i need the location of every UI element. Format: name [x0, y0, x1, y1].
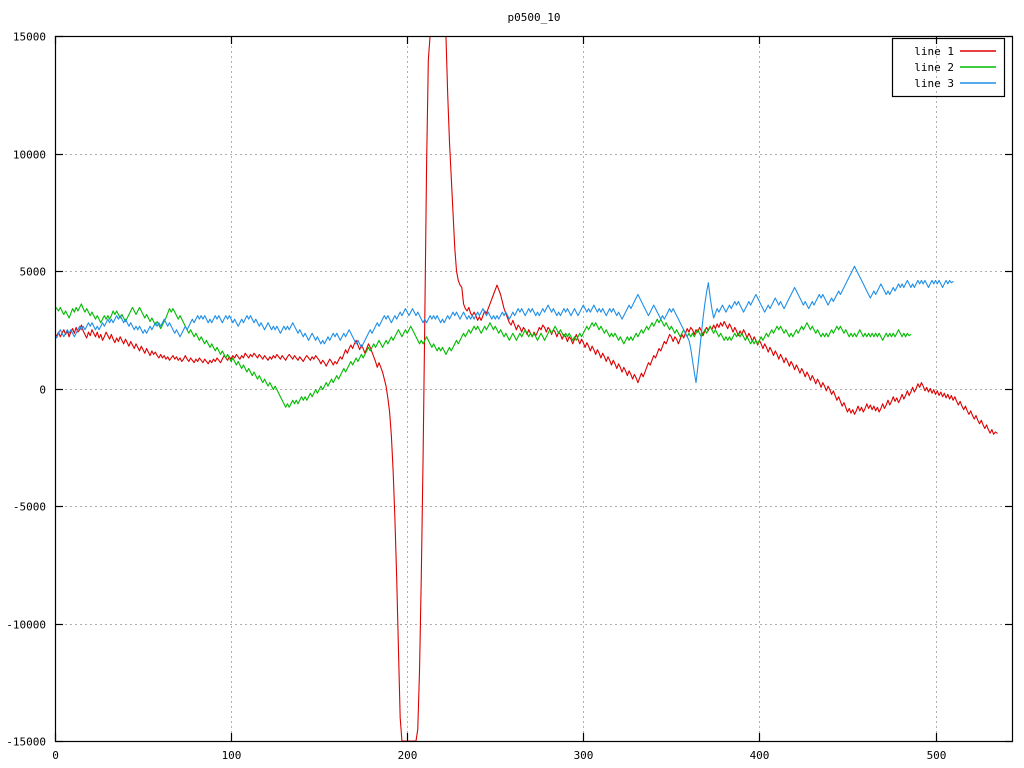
x-axis-tick-labels: 0 100 200 300 400 500 [52, 749, 946, 762]
y-tick-label: -5000 [13, 501, 46, 514]
y-tick-label: -15000 [6, 736, 46, 749]
series-line-3 [55, 265, 954, 384]
x-tick-label: 100 [222, 749, 242, 762]
legend-label-1: line 1 [914, 45, 954, 58]
y-axis-tick-labels: -15000 -10000 -5000 0 5000 10000 15000 [6, 31, 46, 749]
y-tick-label: 15000 [13, 31, 46, 44]
y-tick-label: 5000 [20, 266, 47, 279]
legend-label-3: line 3 [914, 77, 954, 90]
x-tick-label: 300 [574, 749, 594, 762]
y-tick-label: 10000 [13, 149, 46, 162]
plot-frame [54, 35, 1014, 743]
x-tick-label: 0 [52, 749, 59, 762]
x-tick-marks [54, 36, 938, 741]
y-tick-label: -10000 [6, 619, 46, 632]
x-tick-label: 500 [927, 749, 947, 762]
legend-box [891, 37, 1006, 98]
data-series-group [55, 36, 998, 741]
series-line-2 [55, 303, 912, 408]
legend: line 1 line 2 line 3 [891, 37, 1006, 98]
chart-title: p0500_10 [508, 11, 561, 24]
y-tick-label: 0 [39, 384, 46, 397]
x-tick-label: 200 [398, 749, 418, 762]
x-tick-label: 400 [750, 749, 770, 762]
legend-label-2: line 2 [914, 61, 954, 74]
